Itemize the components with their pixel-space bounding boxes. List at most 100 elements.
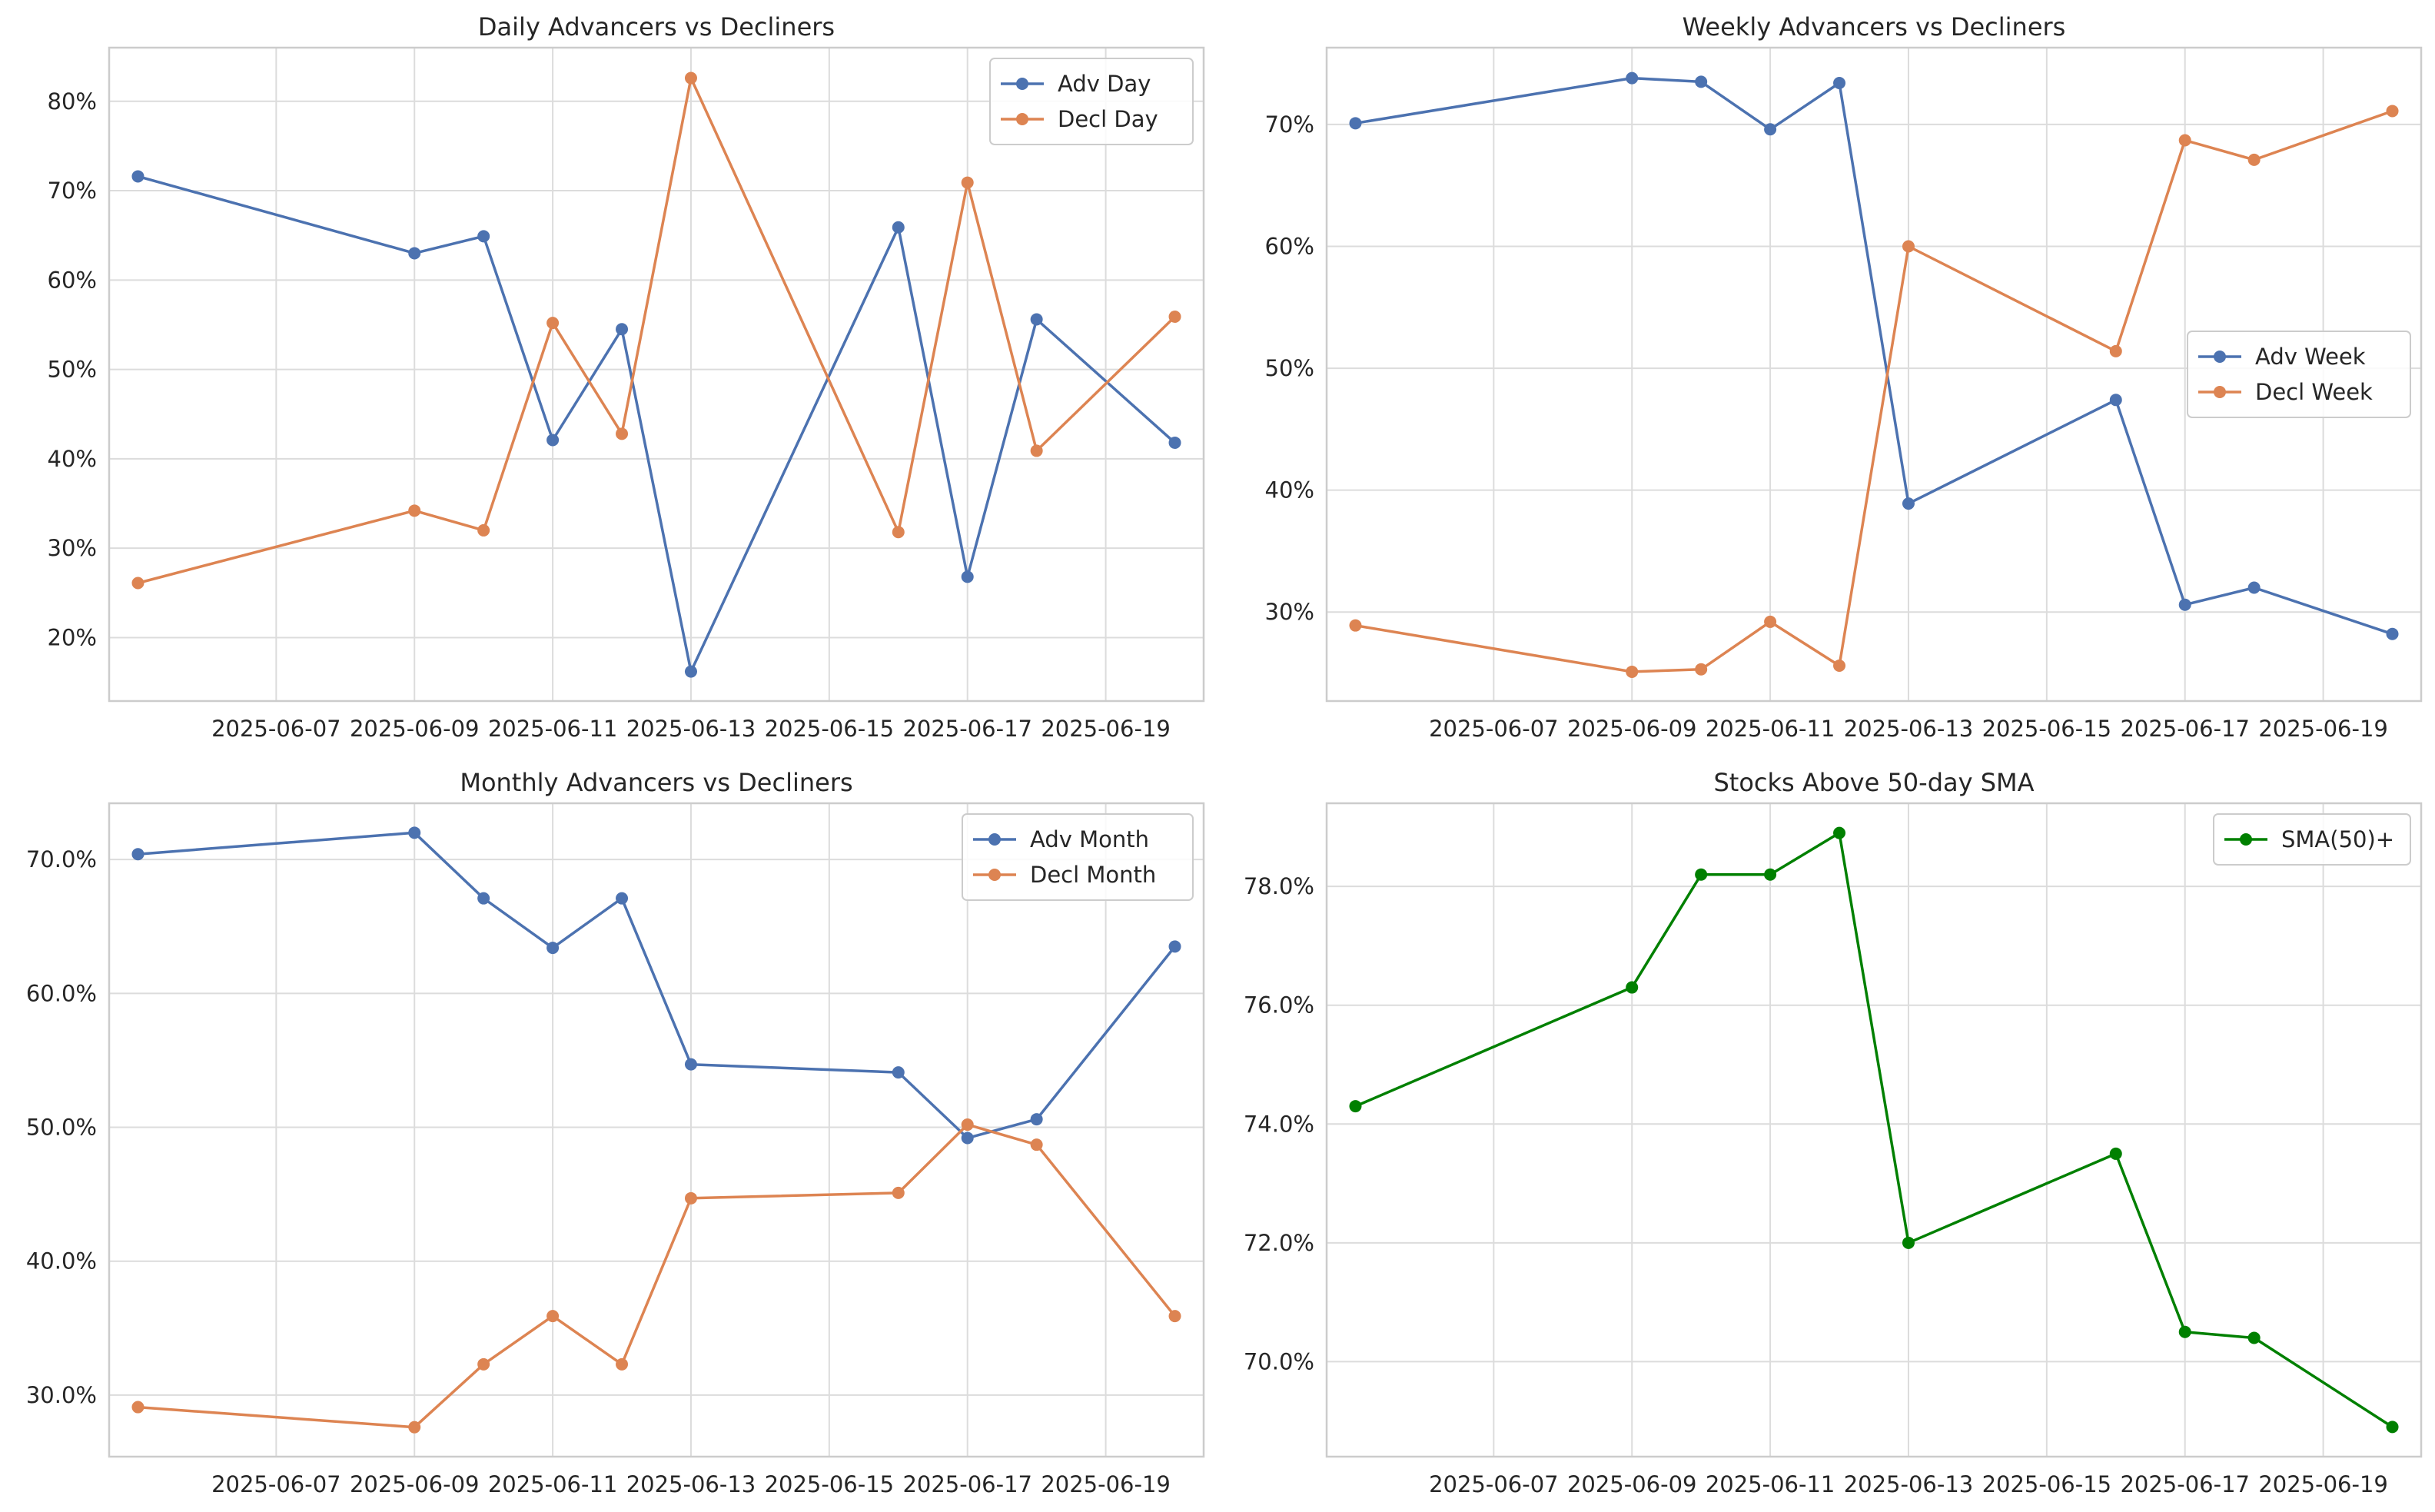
chart-title: Stocks Above 50-day SMA	[1713, 768, 2034, 797]
y-tick-label: 50.0%	[26, 1115, 97, 1141]
data-point	[684, 71, 697, 85]
x-tick-label: 2025-06-13	[626, 716, 756, 742]
x-tick-label: 2025-06-07	[1429, 716, 1559, 742]
legend-label: Adv Month	[1030, 826, 1149, 852]
data-point	[1030, 1113, 1043, 1126]
y-tick-label: 70%	[48, 178, 97, 204]
data-point	[684, 665, 697, 678]
x-tick-label: 2025-06-15	[765, 716, 895, 742]
x-tick-label: 2025-06-17	[2120, 716, 2250, 742]
y-tick-label: 70.0%	[1244, 1348, 1314, 1374]
data-point	[1626, 71, 1639, 85]
x-tick-label: 2025-06-15	[1982, 1471, 2112, 1497]
x-tick-label: 2025-06-17	[902, 716, 1032, 742]
data-point	[1695, 75, 1708, 88]
data-point	[616, 323, 629, 336]
x-tick-label: 2025-06-13	[1844, 1471, 1974, 1497]
data-point	[1695, 868, 1708, 881]
data-point	[131, 170, 145, 183]
data-point	[1030, 444, 1043, 457]
x-tick-label: 2025-06-11	[488, 716, 618, 742]
chart-title: Weekly Advancers vs Decliners	[1683, 12, 2066, 42]
series-line	[1355, 76, 2393, 636]
y-tick-label: 30%	[48, 535, 97, 561]
y-tick-label: 50%	[1265, 355, 1314, 381]
y-tick-label: 40%	[48, 446, 97, 472]
y-tick-label: 72.0%	[1244, 1230, 1314, 1256]
y-tick-label: 60%	[48, 267, 97, 293]
data-point	[477, 523, 490, 537]
x-tick-label: 2025-06-11	[1706, 716, 1835, 742]
data-point	[546, 942, 560, 955]
x-tick-label: 2025-06-15	[765, 1471, 895, 1497]
y-tick-label: 30%	[1265, 599, 1314, 625]
x-tick-label: 2025-06-17	[2120, 1471, 2250, 1497]
data-point	[2386, 1421, 2399, 1434]
y-tick-label: 30.0%	[26, 1382, 97, 1408]
x-tick-label: 2025-06-09	[350, 716, 480, 742]
y-tick-label: 74.0%	[1244, 1111, 1314, 1137]
data-point	[1626, 981, 1639, 994]
chart-panel-3: 2025-06-07 2025-06-09 2025-06-11 2025-06-13…	[26, 768, 1205, 1497]
data-point	[1902, 240, 1915, 253]
chart-panel-4: 2025-06-07 2025-06-09 2025-06-11 2025-06-13…	[1244, 768, 2423, 1497]
y-tick-label: 80%	[48, 88, 97, 115]
data-point	[1168, 311, 1181, 323]
series-line	[138, 174, 1176, 673]
y-tick-label: 60.0%	[26, 980, 97, 1006]
legend-marker	[988, 869, 1001, 881]
data-point	[1833, 76, 1846, 89]
series-line	[138, 1123, 1176, 1429]
x-tick-label: 2025-06-09	[1567, 1471, 1697, 1497]
data-point	[1168, 940, 1181, 953]
data-point	[131, 577, 145, 590]
x-tick-label: 2025-06-07	[211, 1471, 341, 1497]
data-point	[2386, 105, 2399, 118]
data-point	[408, 826, 421, 839]
data-point	[616, 427, 629, 440]
data-point	[1902, 497, 1915, 510]
data-point	[1695, 663, 1708, 676]
data-point	[131, 848, 145, 861]
data-point	[546, 1310, 560, 1323]
legend-box	[2187, 331, 2411, 418]
data-point	[477, 892, 490, 905]
plot-area	[109, 803, 1204, 1457]
series-line	[1355, 109, 2393, 673]
chart-panel-2: 2025-06-07 2025-06-09 2025-06-11 2025-06-13…	[1265, 12, 2423, 742]
data-point	[2247, 1331, 2261, 1344]
series-line	[1354, 831, 2393, 1428]
x-tick-label: 2025-06-19	[2258, 716, 2388, 742]
x-tick-label: 2025-06-09	[350, 1471, 480, 1497]
data-point	[2109, 1147, 2122, 1160]
y-tick-label: 40%	[1265, 477, 1314, 503]
legend-marker	[2214, 351, 2226, 363]
legend-box	[962, 813, 1194, 901]
legend-label: Adv Day	[1058, 71, 1151, 97]
legend-marker	[988, 833, 1001, 846]
data-point	[961, 1118, 974, 1132]
data-point	[961, 176, 974, 189]
chart-panel-1: 2025-06-07 2025-06-09 2025-06-11 2025-06-13…	[48, 12, 1205, 742]
data-point	[2178, 598, 2191, 611]
data-point	[477, 1357, 490, 1371]
legend: SMA(50)+	[2213, 813, 2411, 866]
legend-box	[989, 58, 1194, 145]
x-tick-label: 2025-06-07	[1429, 1471, 1559, 1497]
x-tick-label: 2025-06-11	[488, 1471, 618, 1497]
data-point	[1833, 660, 1846, 673]
legend: Adv Day Decl Day	[989, 58, 1194, 145]
y-tick-label: 76.0%	[1244, 992, 1314, 1019]
legend-marker	[1016, 78, 1028, 90]
data-point	[616, 1357, 629, 1371]
y-tick-label: 50%	[48, 357, 97, 383]
data-point	[2386, 627, 2399, 640]
legend-marker	[1016, 113, 1028, 125]
plot-area	[109, 48, 1204, 701]
data-point	[1764, 615, 1777, 628]
legend-label: Adv Week	[2255, 344, 2366, 370]
data-point	[408, 1421, 421, 1434]
y-tick-label: 20%	[48, 624, 97, 650]
data-point	[408, 247, 421, 260]
